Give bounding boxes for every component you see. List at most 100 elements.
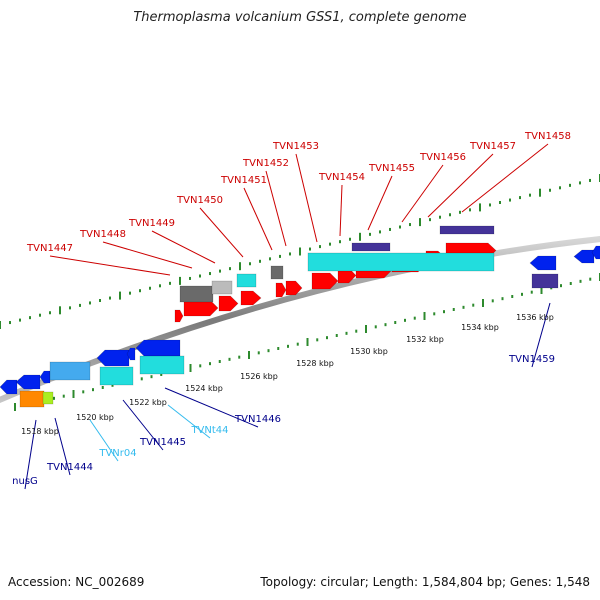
minor-tick	[452, 308, 455, 311]
minor-tick	[62, 394, 65, 398]
minor-tick	[269, 257, 271, 261]
gene-block	[19, 390, 45, 408]
gene-label: TVN1452	[242, 158, 289, 169]
major-tick	[306, 338, 309, 346]
minor-tick	[111, 383, 114, 387]
major-tick	[540, 286, 543, 294]
minor-tick	[521, 292, 523, 296]
minor-tick	[319, 245, 321, 249]
minor-tick	[228, 357, 231, 361]
forward-cds-arrow	[285, 280, 303, 296]
label-leader-line	[427, 153, 494, 218]
minor-tick	[267, 349, 270, 353]
minor-tick	[489, 203, 491, 207]
minor-tick	[409, 223, 411, 227]
rna-block	[99, 366, 134, 386]
forward-cds-arrow	[174, 309, 184, 323]
label-leader-line	[531, 302, 551, 368]
minor-tick	[99, 299, 101, 302]
minor-tick	[345, 331, 348, 335]
minor-tick	[374, 325, 377, 329]
minor-tick	[329, 242, 331, 246]
label-leader-line	[167, 404, 211, 439]
major-tick	[299, 247, 301, 256]
minor-tick	[189, 276, 191, 280]
major-tick	[365, 325, 367, 333]
minor-tick	[379, 230, 381, 234]
minor-tick	[462, 305, 465, 309]
minor-tick	[219, 269, 221, 273]
label-leader-line	[24, 419, 37, 490]
reverse-cds-arrow	[135, 339, 181, 357]
minor-tick	[140, 377, 143, 381]
label-leader-line	[102, 241, 193, 269]
reverse-cds-arrow	[126, 347, 136, 361]
gene-block	[439, 225, 495, 235]
reverse-cds-arrow	[96, 349, 130, 367]
map-title: Thermoplasma volcanium GSS1, complete ge…	[133, 10, 467, 25]
scale-label: 1524 kbp	[185, 384, 223, 393]
minor-tick	[316, 338, 319, 342]
minor-tick	[560, 284, 562, 288]
minor-tick	[49, 311, 51, 315]
scale-label: 1522 kbp	[129, 398, 167, 407]
minor-tick	[443, 310, 445, 314]
gene-label: TVN1449	[128, 218, 175, 229]
label-leader-line	[199, 207, 244, 258]
major-tick	[72, 390, 75, 398]
rna-block	[236, 273, 257, 288]
scale-label: 1520 kbp	[76, 413, 114, 422]
gene-label: TVN1457	[469, 141, 516, 152]
label-leader-line	[461, 143, 549, 213]
major-tick	[482, 299, 484, 307]
minor-tick	[229, 267, 231, 271]
gene-block	[42, 391, 54, 405]
major-tick	[179, 276, 181, 285]
minor-tick	[238, 355, 241, 359]
minor-tick	[501, 297, 504, 301]
minor-tick	[218, 360, 221, 363]
scale-label: 1518 kbp	[21, 427, 59, 436]
minor-tick	[53, 396, 55, 400]
minor-tick	[339, 240, 341, 244]
minor-tick	[159, 284, 161, 288]
minor-tick	[169, 281, 171, 285]
scale-labels: 1518 kbp 1520 kbp 1522 kbp 1524 kbp 1526 kbp…	[21, 313, 554, 436]
minor-tick	[149, 286, 151, 290]
minor-tick	[150, 375, 153, 379]
label-leader-line	[164, 387, 259, 428]
minor-tick	[69, 306, 71, 310]
minor-tick	[349, 237, 351, 241]
minor-tick	[39, 313, 41, 317]
reverse-cds-arrow	[39, 370, 51, 384]
minor-tick	[499, 201, 501, 204]
minor-tick	[139, 289, 141, 293]
minor-tick	[9, 321, 11, 325]
forward-cds-arrow	[275, 282, 287, 298]
major-tick	[359, 232, 361, 241]
minor-tick	[589, 277, 592, 281]
minor-tick	[129, 291, 131, 295]
label-leader-line	[243, 187, 273, 251]
minor-tick	[569, 282, 572, 285]
reverse-cds-arrow	[15, 374, 41, 390]
scale-label: 1530 kbp	[350, 347, 388, 356]
major-tick	[59, 306, 61, 315]
accession-text: Accession: NC_002689	[8, 575, 145, 589]
reverse-cds-arrow	[573, 249, 595, 264]
minor-tick	[511, 295, 514, 298]
minor-tick	[404, 318, 406, 322]
minor-tick	[309, 247, 311, 251]
label-leader-line	[122, 399, 164, 451]
gene-label: TVN1454	[318, 172, 365, 183]
gene-label: TVN1456	[419, 152, 466, 163]
gene-label: TVN1458	[524, 131, 571, 142]
label-leader-line	[265, 170, 287, 247]
scale-label: 1532 kbp	[406, 335, 444, 344]
minor-tick	[92, 388, 94, 392]
label-leader-line	[401, 164, 444, 223]
gene-label: nusG	[12, 476, 38, 487]
minor-tick	[569, 183, 571, 187]
scale-label: 1536 kbp	[516, 313, 554, 322]
major-tick	[419, 218, 421, 227]
